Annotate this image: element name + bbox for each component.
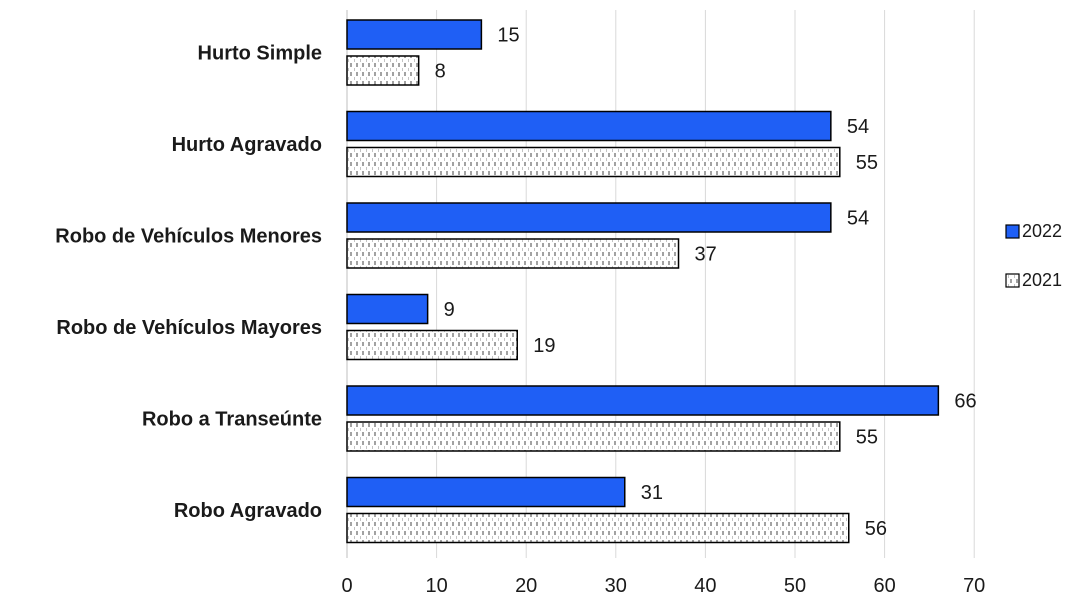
bars [346, 19, 940, 544]
data-label: 8 [435, 61, 446, 83]
bar-2021 [346, 329, 518, 361]
category-labels: Hurto Simple Hurto Agravado Robo de Vehícu… [55, 43, 322, 523]
x-tick-label: 50 [784, 575, 806, 597]
x-tick-label: 60 [873, 575, 895, 597]
bar-2022 [346, 476, 626, 508]
x-tick-label: 30 [605, 575, 627, 597]
bar-2022 [346, 19, 483, 50]
legend-swatch [1005, 224, 1020, 239]
legend-swatch [1005, 273, 1020, 288]
category-label: Robo de Vehículos Menores [55, 226, 322, 248]
bar-2022 [346, 202, 832, 233]
bar-2021 [346, 421, 841, 452]
data-label: 54 [847, 116, 869, 138]
bar-2022 [346, 110, 832, 142]
data-label: 31 [641, 482, 663, 504]
bar-2021 [346, 238, 680, 269]
category-label: Hurto Simple [198, 43, 322, 65]
data-labels: 15 8 54 55 54 37 9 19 66 55 31 56 [435, 25, 977, 541]
legend-label: 2022 [1022, 221, 1062, 241]
data-label: 55 [856, 427, 878, 449]
legend-label: 2021 [1022, 270, 1062, 290]
category-label: Hurto Agravado [172, 134, 322, 156]
x-tick-label: 10 [425, 575, 447, 597]
bar-2021 [346, 512, 850, 544]
data-label: 37 [695, 244, 717, 266]
data-label: 15 [497, 25, 519, 47]
x-tick-label: 20 [515, 575, 537, 597]
bar-2021 [346, 146, 841, 178]
legend: 2022 2021 [1005, 221, 1062, 290]
bar-2022 [346, 293, 429, 325]
data-label: 54 [847, 208, 869, 230]
bar-2022 [346, 385, 940, 416]
data-label: 55 [856, 152, 878, 174]
x-tick-label: 0 [341, 575, 352, 597]
x-tick-label: 40 [694, 575, 716, 597]
bar-2021 [346, 55, 420, 86]
data-label: 56 [865, 518, 887, 540]
data-label: 66 [954, 391, 976, 413]
data-label: 9 [444, 299, 455, 321]
data-label: 19 [533, 335, 555, 357]
x-tick-label: 70 [963, 575, 985, 597]
category-label: Robo a Transeúnte [142, 409, 322, 431]
category-label: Robo Agravado [174, 500, 322, 522]
x-tick-labels: 0 10 20 30 40 50 60 70 [341, 575, 985, 597]
gridlines [346, 10, 975, 558]
category-label: Robo de Vehículos Mayores [56, 317, 322, 339]
